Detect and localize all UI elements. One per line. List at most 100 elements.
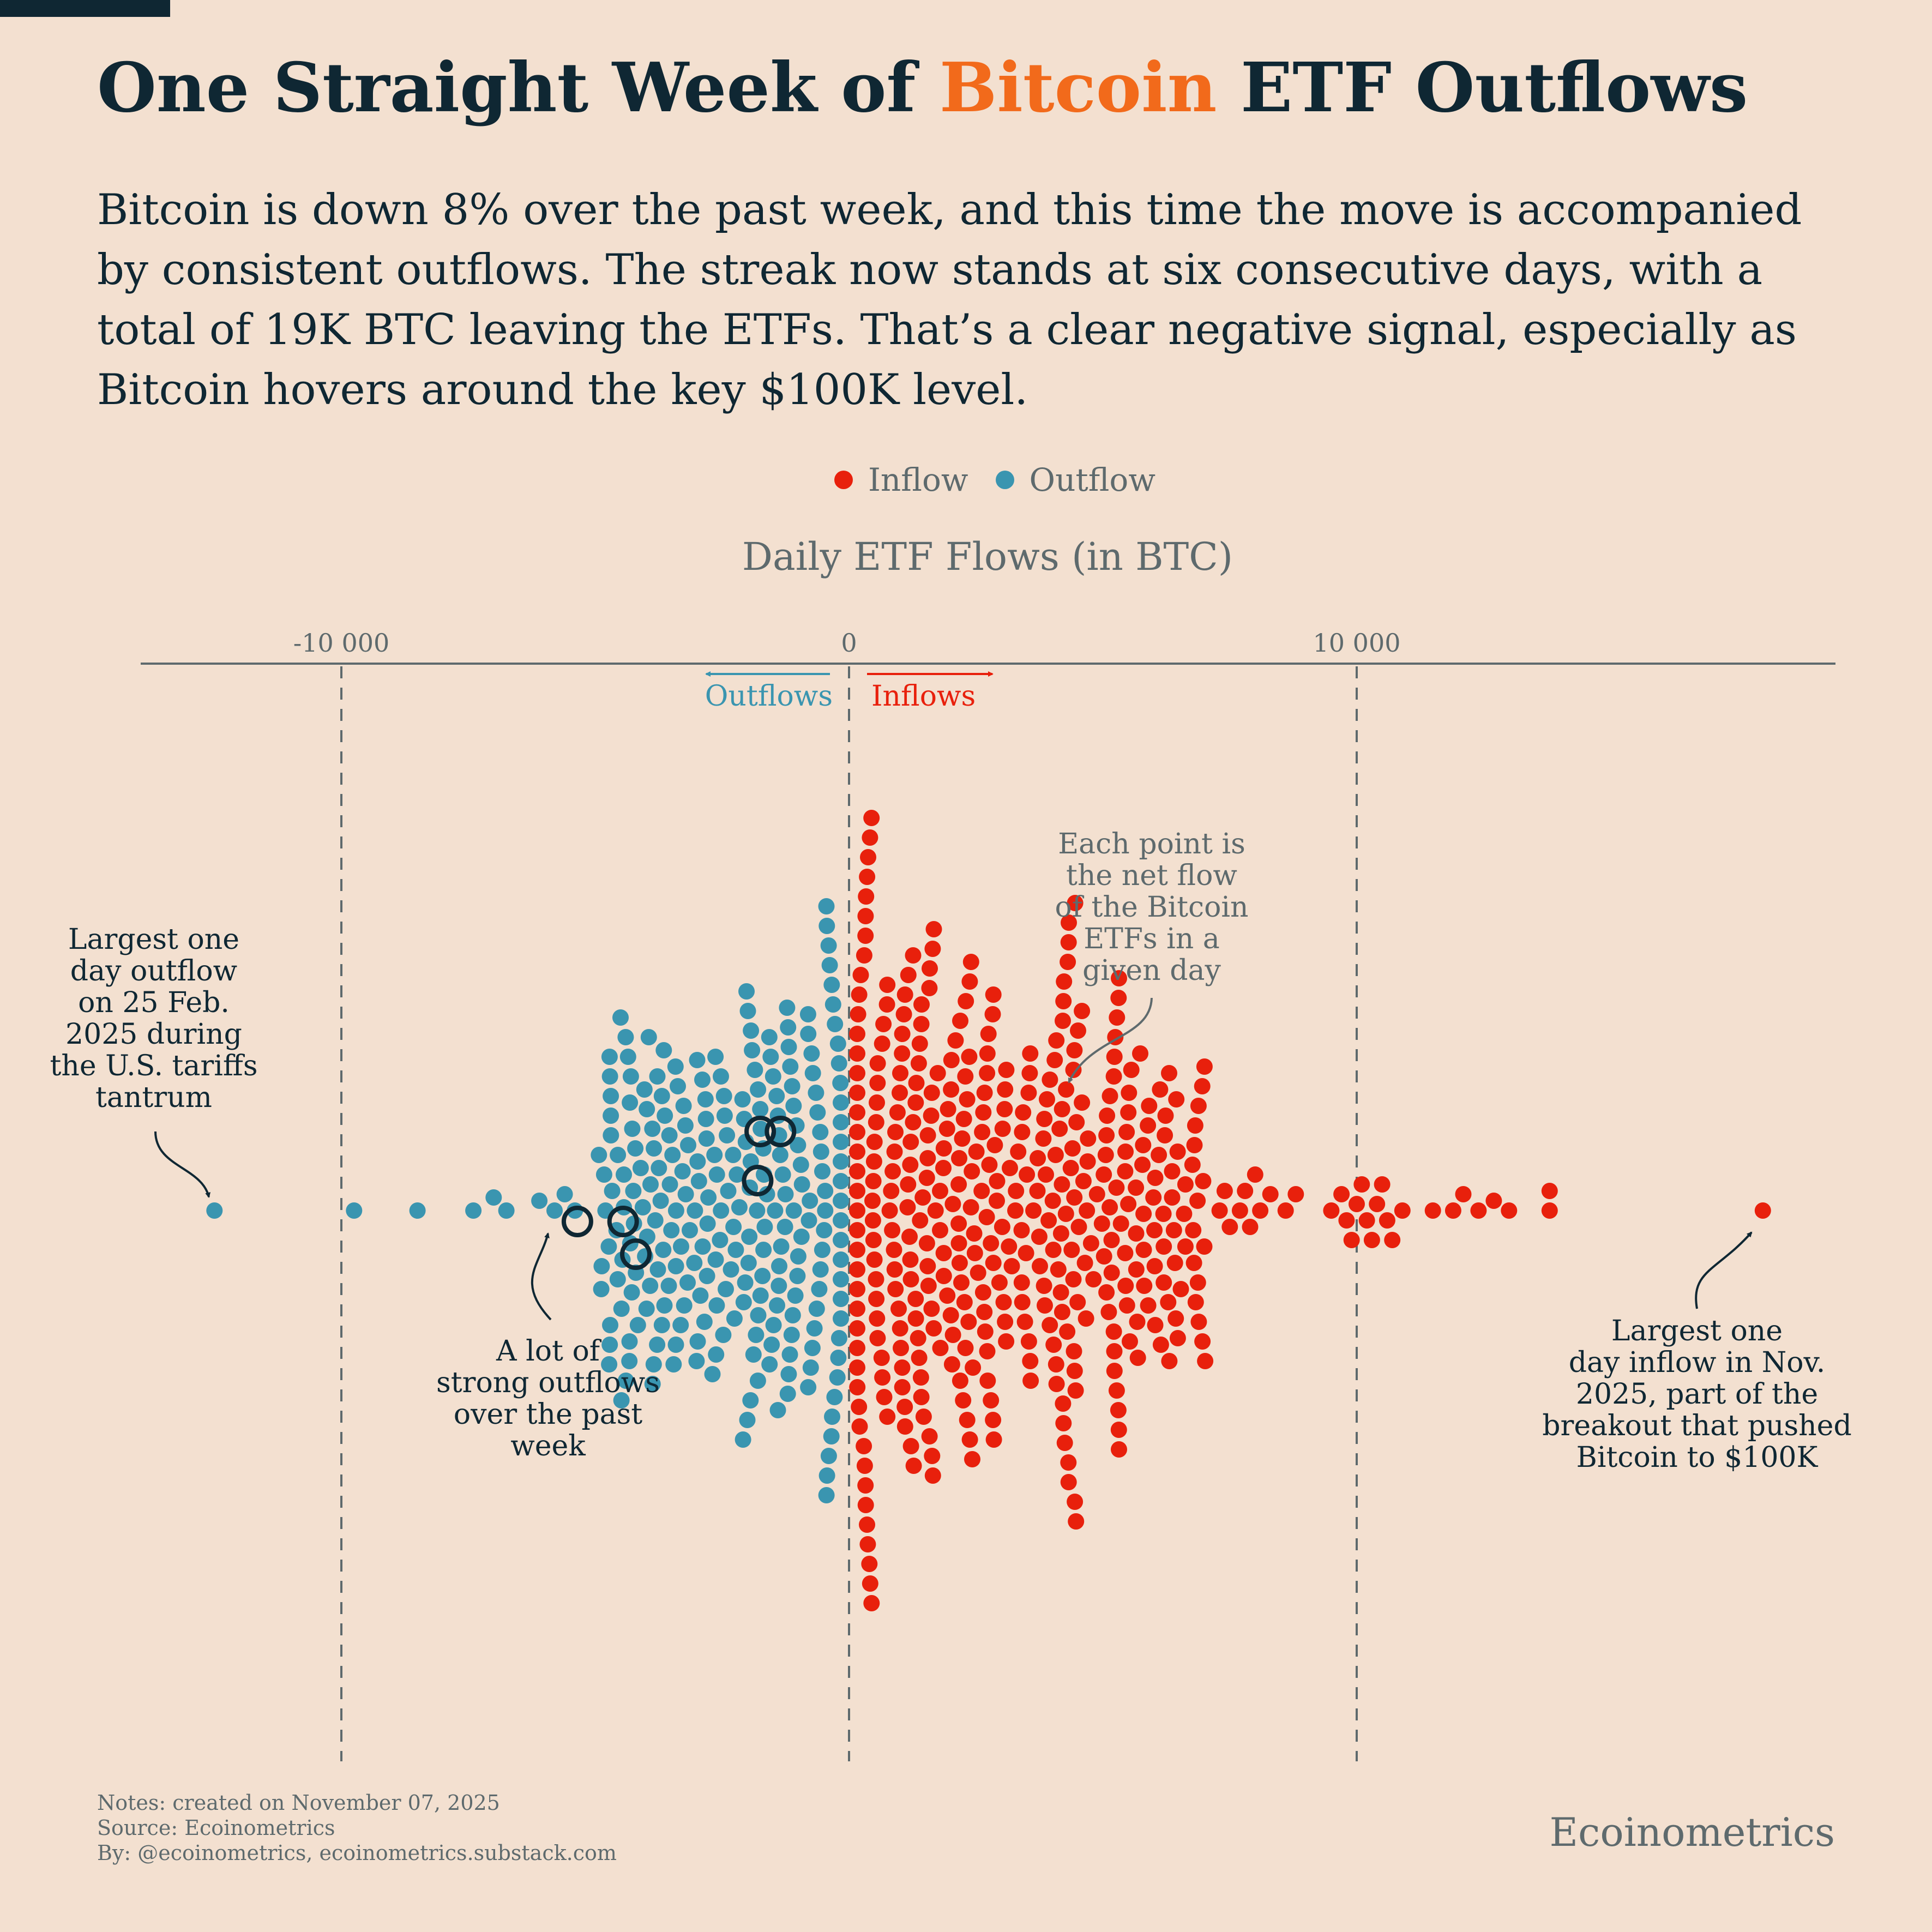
outflow-point (622, 1068, 639, 1085)
outflow-point (804, 1340, 821, 1356)
inflow-point (920, 1278, 937, 1294)
inflow-point (1195, 1173, 1212, 1189)
inflow-point (1147, 1170, 1164, 1186)
inflow-point (1105, 1323, 1122, 1340)
inflow-point (1353, 1176, 1370, 1193)
inflow-point (1177, 1238, 1194, 1255)
inflow-point (1066, 1042, 1083, 1058)
inflow-point (1110, 1422, 1127, 1438)
inflow-point (944, 1327, 961, 1343)
annotation-largest-outflow: Largest one day outflow on 25 Feb. 2025 dur… (50, 923, 258, 1198)
inflow-point (935, 1245, 952, 1261)
inflow-point (1161, 1065, 1177, 1081)
inflow-point (922, 960, 938, 977)
inflow-point (896, 1418, 913, 1435)
outflow-point (649, 1261, 666, 1278)
inflow-point (950, 1215, 967, 1232)
inflow-point (1054, 1304, 1070, 1320)
outflow-point (665, 1356, 682, 1373)
inflow-point (915, 1409, 932, 1425)
inflow-point (978, 1209, 995, 1225)
inflow-point (1169, 1330, 1186, 1346)
inflow-point (1082, 1235, 1099, 1251)
inflow-point (857, 1477, 874, 1494)
outflow-point (801, 1212, 817, 1229)
inflow-point (961, 1431, 978, 1448)
inflow-point (849, 1143, 865, 1160)
inflow-point (893, 1340, 909, 1356)
outflow-point (790, 1137, 806, 1153)
outflow-point (830, 1330, 847, 1346)
inflow-point (1098, 1284, 1115, 1301)
inflow-point (1242, 1219, 1259, 1235)
outflow-point (792, 1157, 809, 1173)
inflow-point (1111, 970, 1127, 986)
outflow-point (773, 1238, 790, 1255)
annotation-each-point: Each point is the net flow of the Bitcoin E… (1055, 828, 1249, 1084)
inflow-point (939, 1287, 956, 1304)
inflow-point (950, 1235, 967, 1251)
outflow-point (779, 1386, 796, 1402)
inflow-point (1013, 1222, 1030, 1238)
inflow-point (1074, 1003, 1091, 1019)
inflow-point (1134, 1157, 1151, 1173)
inflow-point (932, 1183, 948, 1199)
outflow-point (832, 1075, 849, 1091)
outflow-point (593, 1281, 610, 1297)
inflow-point (1140, 1117, 1157, 1134)
inflow-point (857, 928, 874, 944)
inflow-point (1064, 1140, 1081, 1157)
outflow-point (750, 1081, 767, 1098)
inflow-point (911, 1350, 928, 1366)
outflow-point (657, 1108, 673, 1124)
inflow-point (866, 1251, 883, 1268)
inflow-point (851, 1418, 868, 1435)
inflow-point (1050, 1261, 1067, 1278)
inflow-point (961, 973, 978, 990)
inflow-point (849, 1222, 865, 1238)
outflow-point (833, 1153, 849, 1170)
inflow-point (1117, 1143, 1134, 1160)
x-tick-label: 10 000 (1313, 628, 1401, 658)
outflow-point (784, 1078, 801, 1094)
inflow-point (1363, 1232, 1380, 1248)
inflow-point (859, 869, 876, 885)
inflow-point (1096, 1166, 1112, 1183)
outflow-point (755, 1242, 772, 1258)
outflow-point (700, 1189, 717, 1206)
inflow-point (1172, 1281, 1189, 1297)
inflow-point (907, 1291, 924, 1307)
inflow-point (1060, 954, 1076, 970)
inflow-point (965, 1359, 982, 1376)
inflow-point (935, 1268, 952, 1284)
outflow-point (793, 1229, 810, 1245)
inflow-point (953, 1274, 970, 1291)
outflow-point (824, 996, 841, 1013)
outflow-point (747, 1062, 763, 1078)
inflow-point (899, 1199, 916, 1215)
inflow-point (861, 1556, 878, 1572)
inflow-point (1151, 1147, 1167, 1163)
inflow-point (1045, 1242, 1062, 1258)
outflow-point (656, 1297, 673, 1314)
inflow-point (1052, 1284, 1069, 1301)
outflow-point (632, 1160, 649, 1176)
outflow-point (742, 1392, 759, 1409)
inflow-point (849, 1183, 865, 1199)
outflow-point (617, 1029, 634, 1045)
outflow-point (744, 1042, 761, 1058)
outflow-point (748, 1327, 765, 1343)
outflow-point (680, 1137, 696, 1153)
inflow-point (849, 1202, 865, 1219)
annotation-arrow (154, 1131, 211, 1198)
outflow-point (763, 1337, 780, 1353)
inflow-point (983, 1392, 1000, 1409)
outflow-point (661, 1127, 678, 1143)
outflow-point (708, 1166, 725, 1183)
inflow-point (1216, 1183, 1233, 1199)
inflow-point (1374, 1176, 1391, 1193)
outflow-point (677, 1117, 694, 1134)
inflow-point (1237, 1183, 1254, 1199)
outflow-point (634, 1199, 651, 1215)
